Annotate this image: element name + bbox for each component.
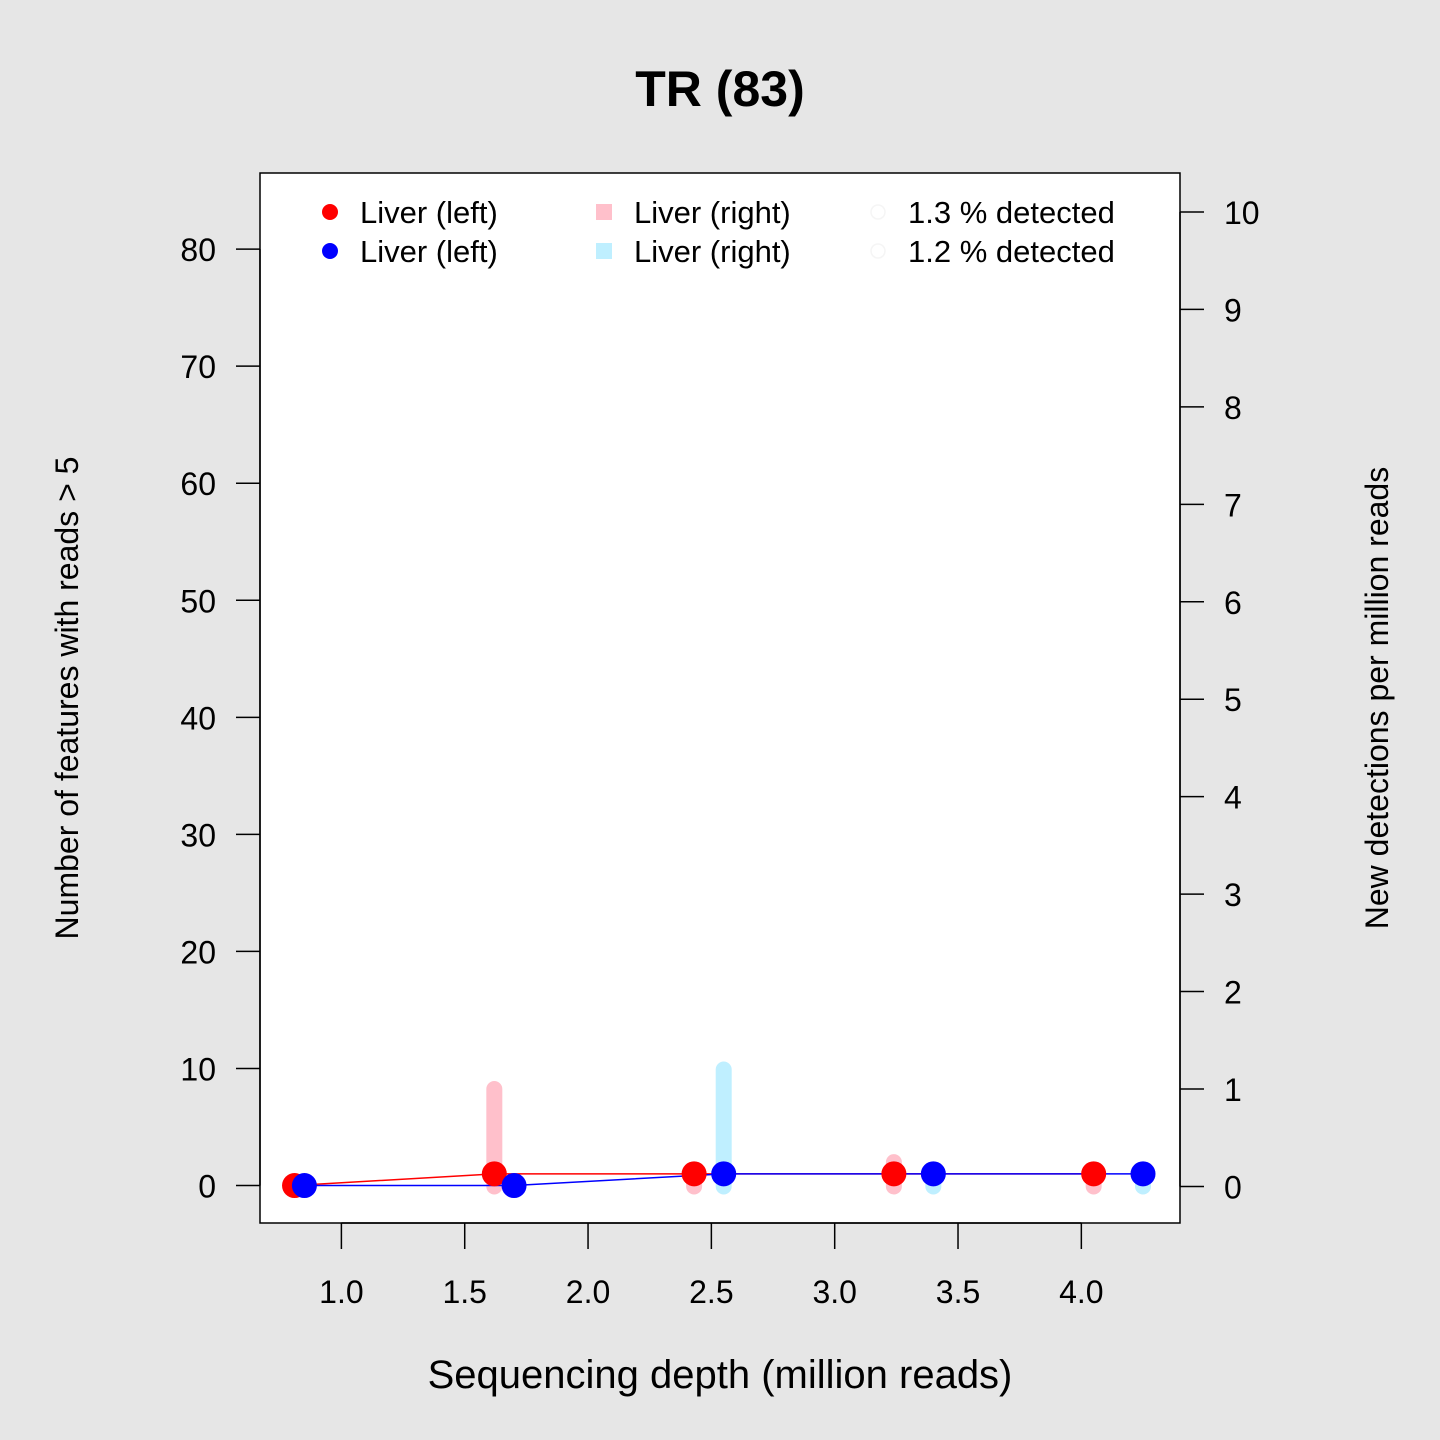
y-axis-title: Number of features with reads > 5: [49, 457, 85, 940]
y-tick-label: 40: [180, 700, 216, 736]
data-point: [1081, 1161, 1107, 1187]
x-tick-label: 2.5: [689, 1274, 733, 1310]
y2-tick-label: 6: [1224, 585, 1242, 621]
data-point: [881, 1161, 907, 1187]
legend-label: Liver (left): [360, 195, 498, 230]
y-tick-label: 60: [180, 466, 216, 502]
y-tick-label: 0: [198, 1169, 216, 1205]
x-axis-title: Sequencing depth (million reads): [428, 1353, 1013, 1397]
data-point: [1130, 1161, 1156, 1187]
x-tick-label: 2.0: [566, 1274, 610, 1310]
y-tick-label: 10: [180, 1051, 216, 1087]
legend-label: Liver (left): [360, 234, 498, 269]
chart-title: TR (83): [635, 61, 804, 117]
legend-marker: [322, 204, 338, 220]
y2-tick-label: 9: [1224, 292, 1242, 328]
legend-marker: [322, 243, 338, 259]
data-point: [711, 1161, 737, 1187]
y2-tick-label: 3: [1224, 877, 1242, 913]
y2-axis-title: New detections per million reads: [1359, 467, 1395, 929]
y-tick-label: 80: [180, 232, 216, 268]
legend: Liver (left) Liver (left) Liver (right) Liv…: [322, 195, 1115, 269]
legend-marker: [870, 243, 886, 259]
x-tick-label: 4.0: [1059, 1274, 1103, 1310]
legend-marker: [596, 243, 612, 259]
data-point: [681, 1161, 707, 1187]
legend-label: Liver (right): [634, 234, 791, 269]
y-tick-label: 50: [180, 583, 216, 619]
data-point: [920, 1161, 946, 1187]
data-point: [291, 1173, 317, 1199]
y2-tick-label: 5: [1224, 682, 1242, 718]
series-points: [282, 1161, 1156, 1199]
x-tick-label: 1.0: [319, 1274, 363, 1310]
data-point: [501, 1173, 527, 1199]
x-axis: 1.0 1.5 2.0 2.5 3.0 3.5 4.0: [319, 1222, 1104, 1310]
legend-marker: [870, 204, 886, 220]
y-axis-left: 0 10 20 30 40 50 60 70 80: [180, 232, 261, 1205]
y2-tick-label: 4: [1224, 780, 1242, 816]
legend-label: 1.2 % detected: [908, 234, 1115, 269]
y-tick-label: 30: [180, 817, 216, 853]
plot-area: [260, 173, 1180, 1223]
x-tick-label: 3.0: [812, 1274, 856, 1310]
x-tick-label: 3.5: [936, 1274, 980, 1310]
y2-tick-label: 1: [1224, 1072, 1242, 1108]
y2-tick-label: 2: [1224, 975, 1242, 1011]
y-axis-right: 0 1 2 3 4 5 6 7 8 9 10: [1179, 195, 1260, 1205]
y2-tick-label: 0: [1224, 1169, 1242, 1205]
y2-tick-label: 10: [1224, 195, 1260, 231]
legend-marker: [596, 204, 612, 220]
x-tick-label: 1.5: [442, 1274, 486, 1310]
legend-label: Liver (right): [634, 195, 791, 230]
legend-label: 1.3 % detected: [908, 195, 1115, 230]
y2-tick-label: 7: [1224, 487, 1242, 523]
y2-tick-label: 8: [1224, 390, 1242, 426]
y-tick-label: 70: [180, 349, 216, 385]
y-tick-label: 20: [180, 934, 216, 970]
data-point: [481, 1161, 507, 1187]
